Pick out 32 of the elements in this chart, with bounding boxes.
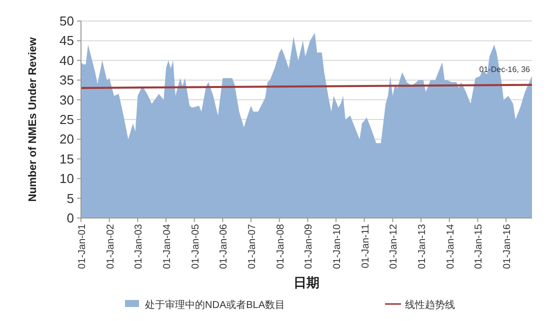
legend-label: 处于审理中的NDA或者BLA数目 [145, 299, 286, 311]
x-tick-label: 01-Jan-03 [134, 224, 145, 270]
x-tick-label: 01-Jan-01 [77, 224, 88, 270]
y-tick-label: 0 [66, 210, 74, 226]
y-tick-label: 5 [66, 190, 74, 206]
x-tick-label: 01-Jan-08 [275, 224, 286, 270]
x-tick-label: 01-Jan-15 [474, 224, 485, 270]
y-tick-label: 15 [60, 151, 74, 166]
legend-label: 线性趋势线 [405, 299, 455, 311]
x-tick-label: 01-Jan-13 [417, 224, 428, 270]
x-tick-label: 01-Jan-06 [218, 224, 230, 270]
y-tick-label: 40 [60, 52, 74, 68]
x-tick-label: 01-Jan-09 [304, 224, 315, 270]
x-tick-label: 01-Jan-11 [360, 224, 372, 268]
x-axis-title: 日期 [294, 275, 320, 290]
y-tick-label: 10 [60, 171, 74, 186]
annotation: 01-Dec-16, 36 [479, 65, 531, 74]
x-tick-label: 01-Jan-10 [332, 224, 344, 270]
x-tick-label: 01-Jan-07 [247, 224, 258, 270]
y-tick-label: 50 [60, 14, 74, 28]
y-axis-title: Number of NMEs Under Review [27, 36, 39, 202]
x-tick-label: 01-Jan-04 [162, 224, 174, 270]
y-tick-label: 20 [60, 132, 74, 147]
x-tick-label: 01-Jan-12 [388, 224, 400, 270]
x-tick-label: 01-Jan-14 [445, 224, 456, 270]
x-tick-label: 01-Jan-16 [502, 224, 514, 270]
y-tick-label: 35 [60, 72, 74, 88]
x-tick-label: 01-Jan-02 [105, 224, 116, 270]
y-tick-label: 45 [60, 33, 74, 48]
y-tick-label: 25 [60, 112, 74, 127]
x-tick-label: 01-Jan-05 [190, 224, 202, 270]
y-tick-label: 30 [60, 92, 74, 108]
